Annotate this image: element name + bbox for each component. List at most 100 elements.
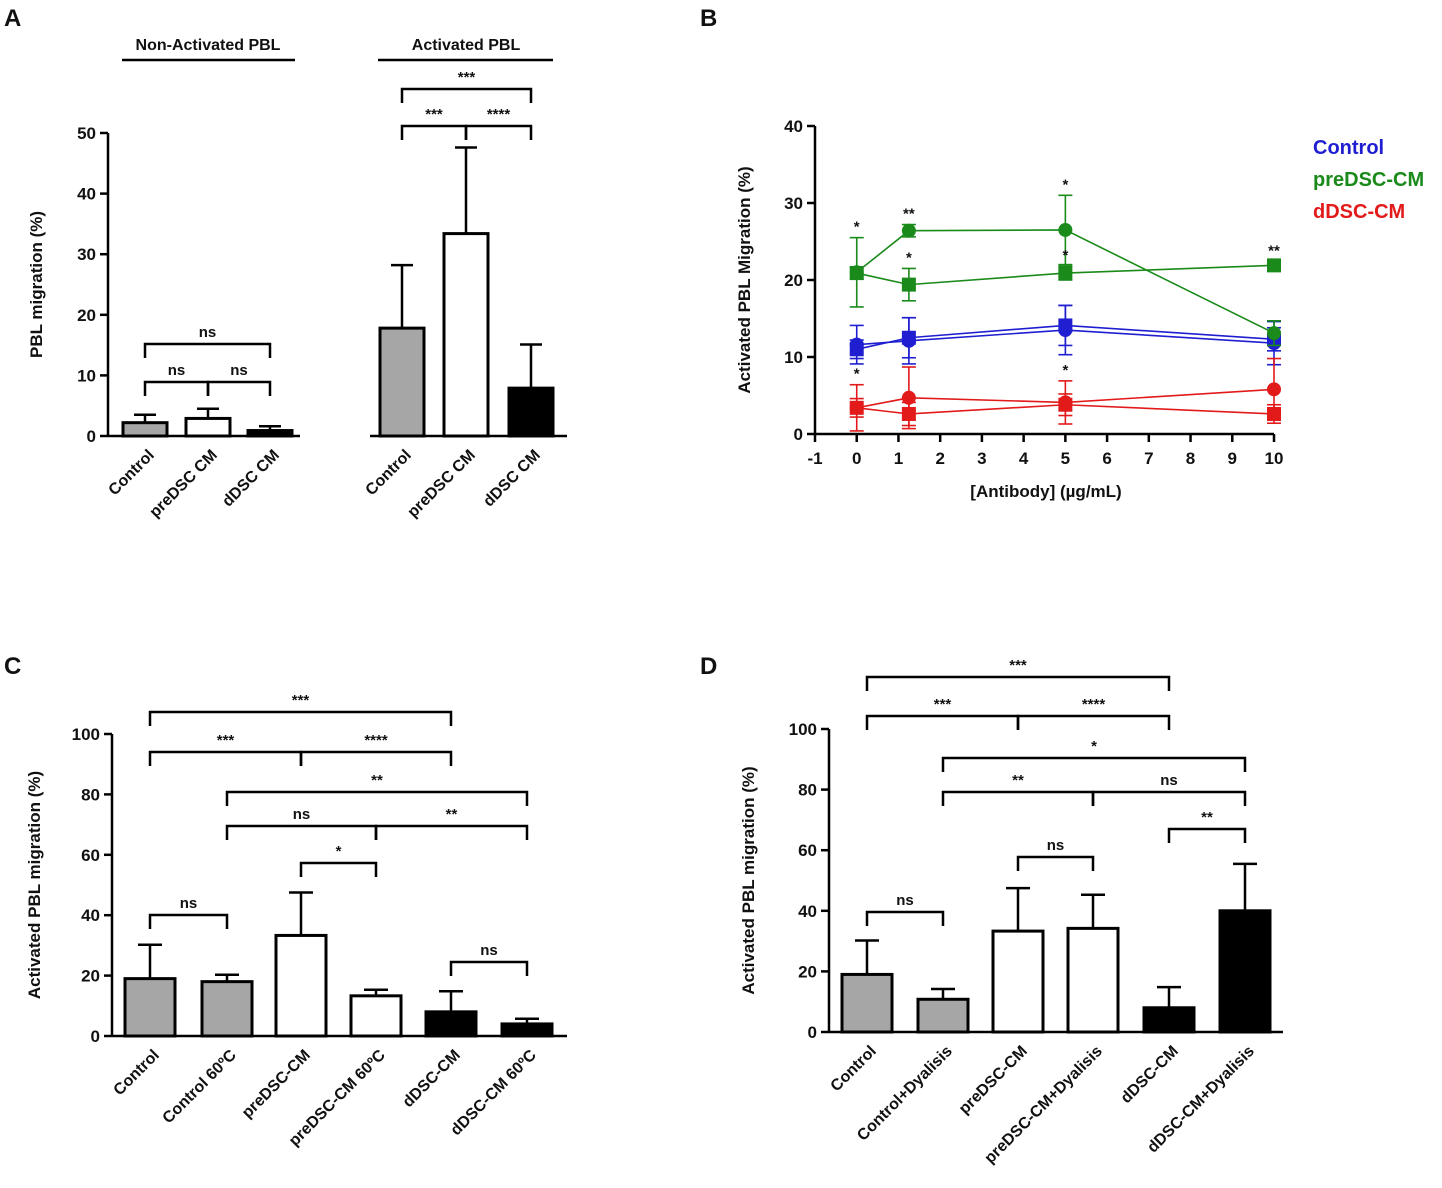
y-tick-label: 0: [91, 1027, 100, 1046]
data-point-circle: [1267, 326, 1281, 341]
bar-control-60-c: [200, 980, 254, 1038]
bar-predsc-cm: [991, 929, 1045, 1034]
y-tick-label: 50: [77, 124, 96, 143]
bar-predsc-cm: [274, 933, 328, 1038]
significance-bracket: [299, 861, 378, 877]
data-point-square: [1058, 318, 1073, 333]
x-category-label: Control 60ºC: [160, 1046, 241, 1127]
significance-label: **: [371, 772, 383, 789]
bar-ddsc-cm: [507, 386, 555, 438]
y-axis-title: Activated PBL migration (%): [739, 766, 758, 994]
x-tick-label: 10: [1265, 449, 1284, 468]
significance-bracket: [464, 124, 533, 140]
significance-bracket: [143, 342, 272, 358]
significance-label: *: [1062, 362, 1068, 379]
significance-bracket: [148, 913, 229, 929]
significance-label: ***: [425, 106, 443, 123]
panel-label-c: C: [4, 653, 21, 680]
data-point-square: [901, 330, 916, 345]
y-tick-label: 40: [77, 185, 96, 204]
bar-control: [123, 977, 177, 1038]
panel-label-b: B: [700, 5, 717, 32]
significance-label: ns: [180, 895, 198, 912]
significance-label: *: [1062, 247, 1068, 264]
significance-bracket: [941, 756, 1247, 772]
x-category-label: dDSC CM: [480, 447, 544, 511]
significance-label: **: [1012, 772, 1024, 789]
significance-label: **: [1201, 809, 1213, 826]
significance-label: **: [446, 806, 458, 823]
x-tick-label: 8: [1186, 449, 1195, 468]
bar-control: [840, 972, 894, 1034]
series-line-predsc-cm-circle: [856, 229, 1275, 334]
y-tick-label: 20: [798, 962, 817, 981]
significance-bracket: [1167, 827, 1247, 843]
significance-bracket: [400, 87, 533, 103]
significance-label: ***: [934, 696, 952, 713]
significance-label: *: [1062, 176, 1068, 193]
bar-predsc-cm: [184, 416, 232, 438]
series-line-control-square: [856, 324, 1275, 351]
data-point-square: [1058, 397, 1073, 412]
bar-control-dyalisis: [916, 997, 970, 1034]
series-line-ddsc-cm-square: [856, 403, 1275, 415]
data-point-circle: [901, 390, 916, 405]
x-category-label: preDSC-CM: [956, 1043, 1031, 1118]
x-category-label: Control: [106, 447, 158, 499]
significance-bracket: [1091, 790, 1247, 806]
y-tick-label: 80: [798, 781, 817, 800]
y-tick-label: 80: [81, 785, 100, 804]
y-tick-label: 0: [808, 1023, 817, 1042]
x-category-label: dDSC CM: [219, 447, 283, 511]
significance-label: *: [854, 219, 860, 236]
bar-control: [121, 421, 169, 438]
significance-label: ns: [168, 362, 186, 379]
data-point-square: [1267, 258, 1281, 273]
y-tick-label: 40: [784, 117, 803, 136]
y-tick-label: 20: [784, 271, 803, 290]
x-tick-label: 0: [852, 449, 861, 468]
significance-label: **: [1268, 243, 1280, 260]
x-category-label: preDSC-CM: [239, 1047, 314, 1122]
panel-label-d: D: [700, 653, 717, 680]
data-point-square: [849, 400, 864, 415]
x-tick-label: 3: [977, 449, 986, 468]
data-point-square: [901, 277, 916, 292]
x-category-label: dDSC-CM: [1118, 1043, 1182, 1107]
significance-bracket: [374, 824, 529, 840]
panel-c-bar-chart: 0 20 40 60 80 100 Activated PBL migration (%) C…: [25, 692, 567, 1150]
y-tick-label: 20: [77, 306, 96, 325]
y-tick-label: 30: [784, 194, 803, 213]
bar-ddsc-cm: [424, 1010, 478, 1038]
significance-label: ns: [199, 324, 217, 341]
y-tick-label: 100: [72, 725, 100, 744]
y-tick-label: 40: [81, 906, 100, 925]
x-tick-label: 7: [1144, 449, 1153, 468]
series-line-ddsc-cm-circle: [856, 388, 1275, 409]
significance-label: ***: [1009, 657, 1027, 674]
panel-label-a: A: [4, 5, 21, 32]
significance-bracket: [1016, 714, 1171, 730]
x-axis-title: [Antibody] (µg/mL): [970, 482, 1121, 501]
series-line-predsc-cm-square: [856, 264, 1275, 286]
x-category-label: preDSC CM: [405, 447, 479, 521]
data-point-square: [901, 406, 916, 421]
significance-label: ns: [230, 362, 248, 379]
significance-bracket: [865, 714, 1020, 730]
bar-ddsc-cm-60-c: [500, 1022, 554, 1038]
significance-label: ***: [458, 69, 476, 86]
significance-label: ns: [480, 942, 498, 959]
y-tick-label: 40: [798, 902, 817, 921]
significance-bracket: [865, 675, 1171, 691]
data-point-square: [1267, 406, 1281, 421]
significance-bracket: [143, 380, 210, 396]
significance-label: ****: [364, 732, 388, 749]
bar-ddsc-cm: [246, 429, 294, 438]
y-tick-label: 0: [87, 427, 96, 446]
significance-bracket: [225, 790, 529, 806]
y-axis-title: Activated PBL migration (%): [25, 771, 44, 999]
significance-bracket: [148, 710, 453, 726]
